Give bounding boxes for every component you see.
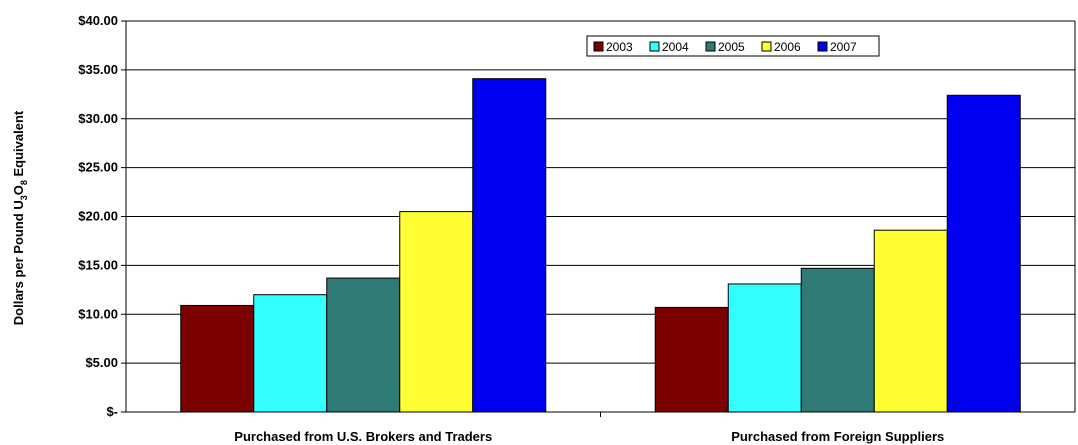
legend-swatch-2007 xyxy=(817,41,828,52)
x-category-labels: Purchased from U.S. Brokers and Traders P… xyxy=(234,429,944,444)
bar-2003-1 xyxy=(180,304,255,413)
bar-2006-1 xyxy=(399,211,474,413)
y-tick-label: $10.00 xyxy=(78,306,118,321)
bar-2007-1 xyxy=(472,78,547,413)
bar-2003-2 xyxy=(654,306,729,413)
legend-label-2004: 2004 xyxy=(662,40,689,54)
y-tick-label: $5.00 xyxy=(85,355,118,370)
axes xyxy=(121,20,1076,417)
legend-swatch-2003 xyxy=(593,41,604,52)
bars xyxy=(180,78,1021,413)
y-tick-label: $25.00 xyxy=(78,160,118,175)
legend-label-2007: 2007 xyxy=(830,40,857,54)
y-tick-label: $- xyxy=(106,404,118,419)
y-tick-label: $15.00 xyxy=(78,257,118,272)
bar-2004-2 xyxy=(727,283,802,413)
bar-2005-1 xyxy=(326,277,401,413)
y-tick-labels: $- $5.00 $10.00 $15.00 $20.00 $25.00 $30.00 $35… xyxy=(78,13,118,419)
legend-swatch-2006 xyxy=(761,41,772,52)
y-tick-label: $30.00 xyxy=(78,111,118,126)
legend: 2003 2004 2005 2006 2007 xyxy=(586,35,880,57)
legend-label-2003: 2003 xyxy=(606,40,633,54)
bar-2007-2 xyxy=(946,94,1021,413)
y-tick-label: $35.00 xyxy=(78,62,118,77)
x-category-label: Purchased from U.S. Brokers and Traders xyxy=(234,429,492,444)
y-axis-title: Dollars per Pound U3O8 Equivalent xyxy=(11,110,29,325)
legend-label-2006: 2006 xyxy=(774,40,801,54)
bar-2005-2 xyxy=(800,267,875,413)
legend-label-2005: 2005 xyxy=(718,40,745,54)
legend-box xyxy=(586,35,880,57)
legend-swatch-2004 xyxy=(649,41,660,52)
x-category-label: Purchased from Foreign Suppliers xyxy=(731,429,944,444)
bar-2006-2 xyxy=(873,229,948,413)
legend-swatch-2005 xyxy=(705,41,716,52)
y-tick-label: $40.00 xyxy=(78,13,118,28)
y-tick-label: $20.00 xyxy=(78,209,118,224)
bar-2004-1 xyxy=(253,294,328,413)
